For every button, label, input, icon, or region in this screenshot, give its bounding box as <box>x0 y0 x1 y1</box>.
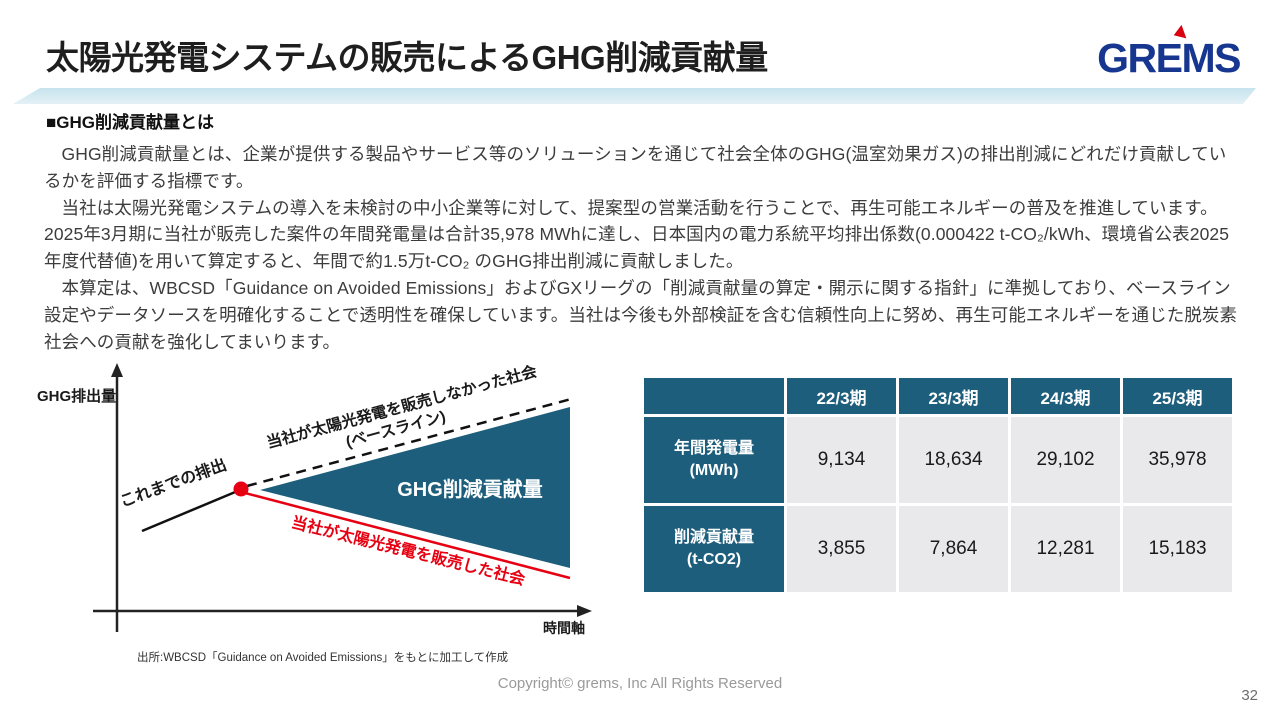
avoided-emissions-wedge <box>260 407 570 568</box>
paragraph-company-results: 当社は太陽光発電システムの導入を未検討の中小企業等に対して、提案型の営業活動を行… <box>44 197 1230 272</box>
table-corner-cell <box>644 378 784 414</box>
start-point-dot <box>233 481 249 497</box>
table-cell: 7,864 <box>899 506 1008 592</box>
table-row-avoided: 削減貢献量 (t-CO2) 3,855 7,864 12,281 15,183 <box>644 506 1232 592</box>
paragraph-definition: GHG削減貢献量とは、企業が提供する製品やサービス等のソリューションを通じて社会… <box>44 144 1227 191</box>
avoided-emissions-label: GHG削減貢献量 <box>397 477 543 501</box>
ghg-avoided-emissions-diagram: GHG排出量 時間軸 これまでの排出 当社が太陽光発電を販売しなかった社会 (ベ… <box>25 360 620 652</box>
row-label-text: 削減貢献量 <box>673 529 754 547</box>
column-header-22-3: 22/3期 <box>787 378 896 414</box>
column-header-24-3: 24/3期 <box>1011 378 1120 414</box>
y-axis-label: GHG排出量 <box>37 387 116 405</box>
paragraph-methodology: 本算定は、WBCSD「Guidance on Avoided Emissions… <box>44 277 1238 352</box>
table-row-generation: 年間発電量 (MWh) 9,134 18,634 29,102 35,978 <box>644 417 1232 503</box>
section-heading: ■GHG削減貢献量とは <box>46 113 214 132</box>
x-axis-label: 時間軸 <box>543 620 585 636</box>
page-number: 32 <box>1241 687 1258 704</box>
row-label-avoided: 削減貢献量 (t-CO2) <box>644 506 784 592</box>
row-label-unit: (MWh) <box>689 462 739 479</box>
y-axis-arrow-icon <box>111 363 123 377</box>
sold-society-line <box>244 491 571 580</box>
table-cell: 18,634 <box>899 417 1008 503</box>
row-label-generation: 年間発電量 (MWh) <box>644 417 784 503</box>
table-header-row: 22/3期 23/3期 24/3期 25/3期 <box>644 378 1232 414</box>
copyright-text: Copyright© grems, Inc All Rights Reserve… <box>497 675 783 692</box>
fiscal-results-table: 22/3期 23/3期 24/3期 25/3期 年間発電量 (MWh) 9,13… <box>641 375 1235 595</box>
table-cell: 15,183 <box>1123 506 1232 592</box>
source-note: 出所:WBCSD「Guidance on Avoided Emissions」を… <box>137 652 509 664</box>
diagram-canvas: GHG排出量 時間軸 これまでの排出 当社が太陽光発電を販売しなかった社会 (ベ… <box>37 361 592 636</box>
x-axis-arrow-icon <box>577 605 592 617</box>
grems-logo-text: GREMS <box>1097 35 1241 81</box>
column-header-25-3: 25/3期 <box>1123 378 1232 414</box>
table-cell: 9,134 <box>787 417 896 503</box>
table-cell: 35,978 <box>1123 417 1232 503</box>
row-label-unit: (t-CO2) <box>686 551 742 568</box>
grems-logo: GREMS <box>1097 23 1241 86</box>
page-title: 太陽光発電システムの販売によるGHG削減貢献量 <box>46 39 768 76</box>
baseline-dashed-line <box>246 396 576 488</box>
title-underline-band <box>0 88 1256 104</box>
row-label-text: 年間発電量 <box>673 440 754 458</box>
past-emissions-line <box>141 488 241 533</box>
table-cell: 12,281 <box>1011 506 1120 592</box>
column-header-23-3: 23/3期 <box>899 378 1008 414</box>
table-cell: 3,855 <box>787 506 896 592</box>
body-text-block: ■GHG削減貢献量とは GHG削減貢献量とは、企業が提供する製品やサービス等のソ… <box>44 108 1240 355</box>
table-cell: 29,102 <box>1011 417 1120 503</box>
